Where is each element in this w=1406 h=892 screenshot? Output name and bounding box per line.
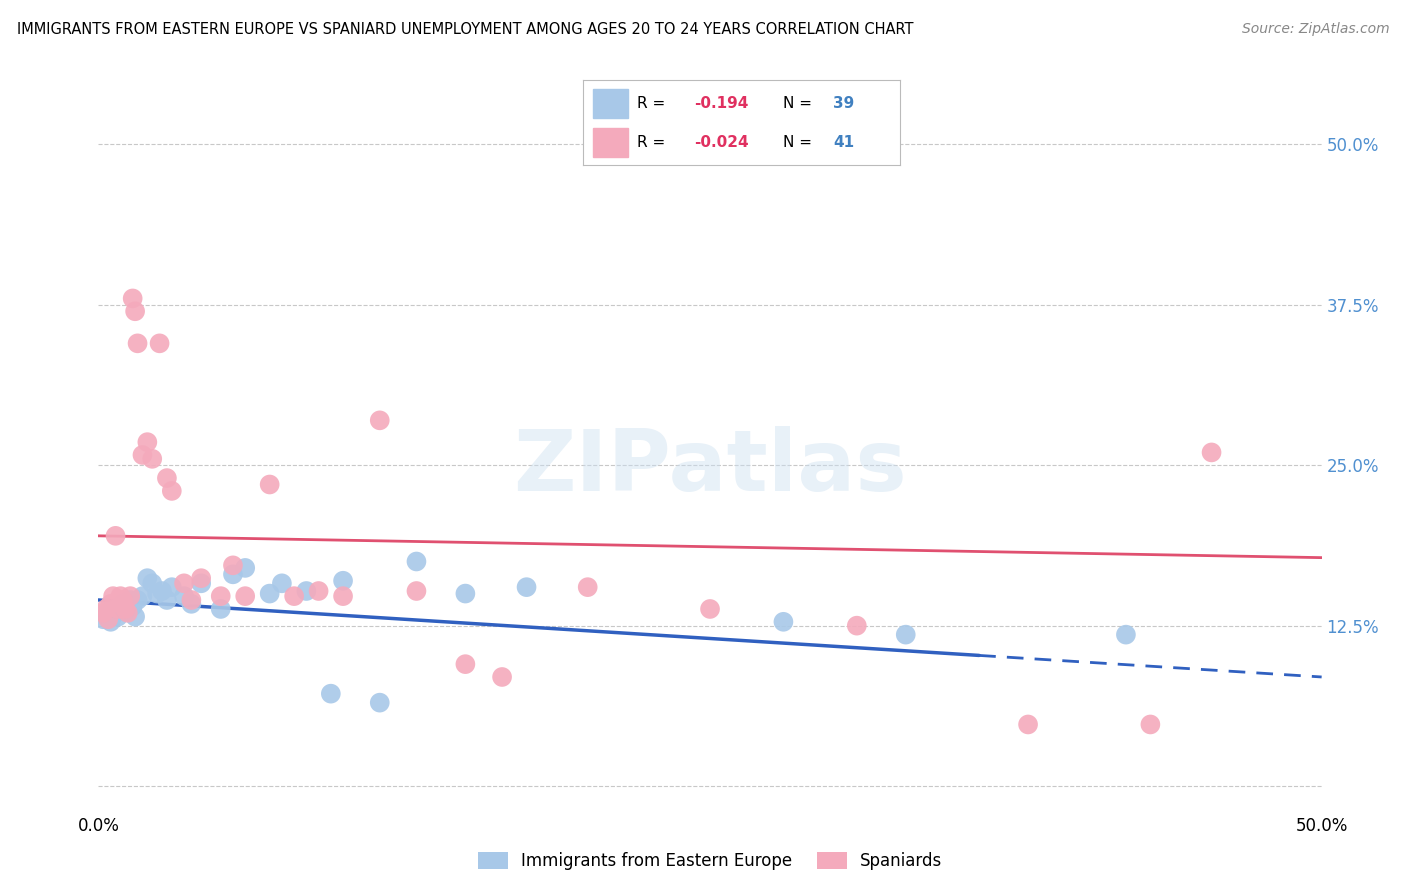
Text: ZIPatlas: ZIPatlas	[513, 426, 907, 509]
Point	[332, 574, 354, 588]
Point	[173, 589, 195, 603]
Point	[101, 589, 124, 603]
Point	[270, 576, 294, 591]
Point	[117, 602, 139, 616]
Point	[332, 589, 354, 603]
Point	[190, 576, 212, 591]
Point	[120, 589, 142, 603]
Point	[156, 593, 179, 607]
Point	[111, 597, 134, 611]
Point	[136, 571, 159, 585]
Point	[124, 609, 146, 624]
Text: -0.024: -0.024	[695, 135, 749, 150]
Point	[107, 609, 129, 624]
Point	[141, 451, 163, 466]
Point	[209, 589, 232, 603]
Point	[100, 597, 122, 611]
Point	[114, 602, 136, 616]
Point	[110, 599, 132, 614]
Text: Source: ZipAtlas.com: Source: ZipAtlas.com	[1241, 22, 1389, 37]
Point	[699, 602, 721, 616]
Point	[1115, 627, 1137, 641]
Point	[160, 580, 183, 594]
Legend: Immigrants from Eastern Europe, Spaniards: Immigrants from Eastern Europe, Spaniard…	[471, 845, 949, 877]
Point	[121, 599, 143, 614]
Point	[117, 606, 139, 620]
Point	[368, 413, 391, 427]
Point	[120, 593, 142, 607]
Text: N =: N =	[783, 95, 817, 111]
Point	[156, 471, 179, 485]
Point	[259, 477, 281, 491]
Text: IMMIGRANTS FROM EASTERN EUROPE VS SPANIARD UNEMPLOYMENT AMONG AGES 20 TO 24 YEAR: IMMIGRANTS FROM EASTERN EUROPE VS SPANIA…	[17, 22, 914, 37]
Point	[104, 602, 127, 616]
Point	[127, 593, 149, 607]
Point	[150, 584, 173, 599]
Text: 41: 41	[834, 135, 855, 150]
Point	[491, 670, 513, 684]
Point	[319, 687, 342, 701]
Text: -0.194: -0.194	[695, 95, 748, 111]
Point	[110, 589, 132, 603]
Point	[222, 567, 245, 582]
Point	[104, 529, 127, 543]
Point	[100, 615, 122, 629]
Point	[160, 483, 183, 498]
Point	[146, 586, 169, 600]
Point	[180, 597, 202, 611]
Bar	[593, 89, 627, 118]
Point	[114, 605, 136, 619]
Point	[1017, 717, 1039, 731]
Point	[94, 602, 117, 616]
Point	[91, 606, 114, 620]
Text: R =: R =	[637, 135, 671, 150]
Bar	[593, 128, 627, 157]
Point	[772, 615, 794, 629]
Point	[136, 435, 159, 450]
Point	[295, 584, 318, 599]
Point	[454, 657, 477, 672]
Point	[173, 576, 195, 591]
Point	[91, 612, 114, 626]
Point	[233, 561, 256, 575]
Point	[131, 448, 153, 462]
Point	[845, 618, 868, 632]
Point	[107, 602, 129, 616]
Point	[190, 571, 212, 585]
Point	[97, 606, 120, 620]
Text: N =: N =	[783, 135, 817, 150]
Point	[101, 608, 124, 623]
Point	[308, 584, 330, 599]
Point	[894, 627, 917, 641]
Point	[97, 612, 120, 626]
Point	[141, 576, 163, 591]
Point	[233, 589, 256, 603]
Text: 39: 39	[834, 95, 855, 111]
Point	[283, 589, 305, 603]
Point	[515, 580, 537, 594]
Point	[222, 558, 245, 573]
Point	[180, 593, 202, 607]
Point	[405, 584, 427, 599]
Point	[368, 696, 391, 710]
Point	[149, 336, 172, 351]
Point	[127, 336, 149, 351]
Point	[209, 602, 232, 616]
Point	[1201, 445, 1223, 459]
Text: R =: R =	[637, 95, 671, 111]
Point	[576, 580, 599, 594]
Point	[131, 589, 153, 603]
Point	[259, 586, 281, 600]
Point	[124, 304, 146, 318]
Point	[111, 593, 134, 607]
Point	[405, 554, 427, 568]
Point	[454, 586, 477, 600]
Point	[1139, 717, 1161, 731]
Point	[121, 292, 143, 306]
